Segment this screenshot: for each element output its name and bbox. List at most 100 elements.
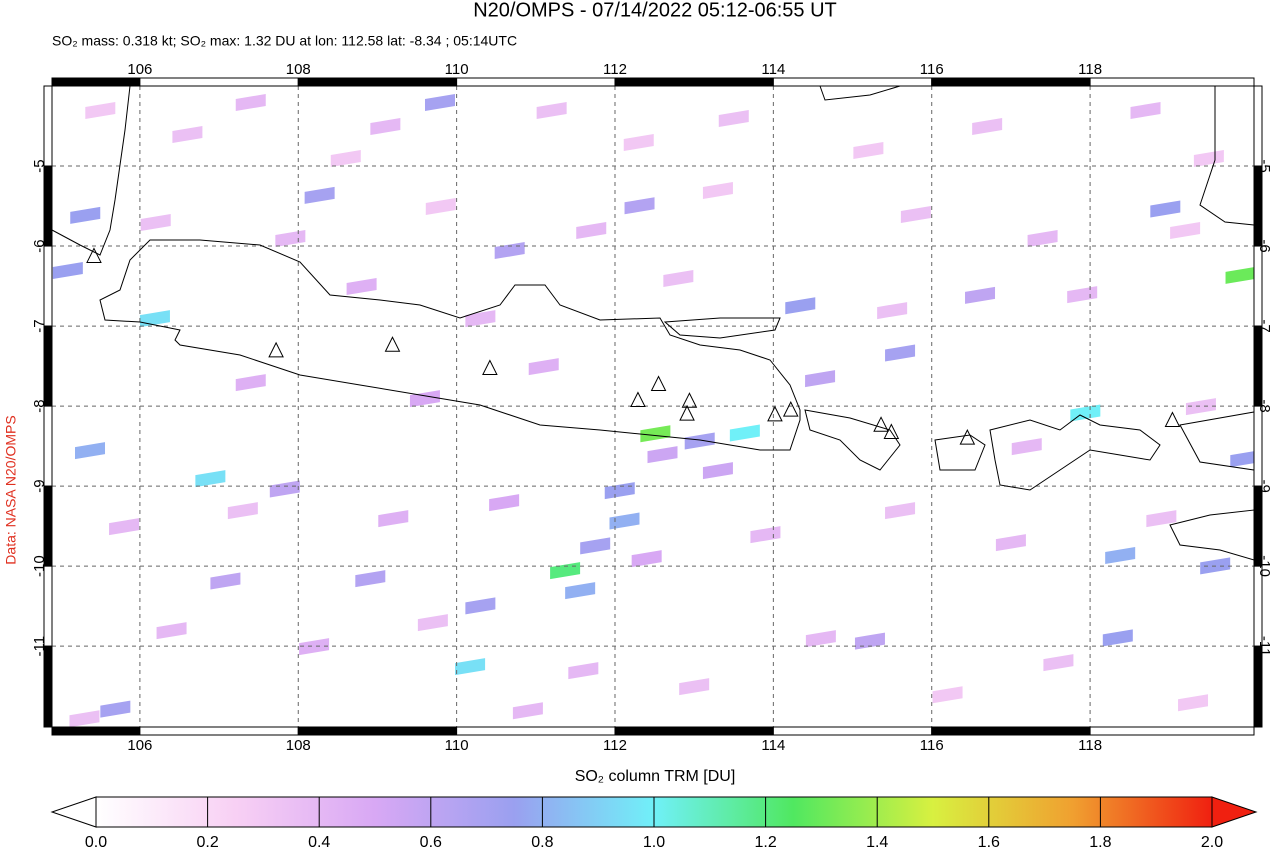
frame-bar <box>1253 325 1263 407</box>
so2-cell <box>275 230 306 248</box>
frame-bar <box>1253 85 1263 167</box>
volcano <box>482 359 498 375</box>
so2-cell <box>528 358 559 376</box>
so2-cell <box>640 425 671 443</box>
coast-java <box>99 239 801 451</box>
so2-cell <box>647 446 678 464</box>
so2-cell <box>465 597 496 615</box>
so2-cell <box>624 197 655 215</box>
so2-cell <box>568 662 599 680</box>
so2-cell <box>1130 102 1161 120</box>
so2-cell <box>885 502 916 520</box>
so2-cell <box>576 222 607 240</box>
so2-cell <box>932 686 963 704</box>
so2-cell <box>269 480 300 498</box>
so2-cell <box>1150 200 1181 218</box>
coast-sumatra <box>51 85 131 256</box>
x-tick-label: 108 <box>286 61 311 78</box>
frame-bar <box>931 77 1091 87</box>
colorbar-label: SO₂ column TRM [DU] <box>575 768 736 785</box>
so2-cell <box>299 638 330 656</box>
y-tick-label: -5 <box>31 159 48 172</box>
colorbar-tick-label: 1.6 <box>978 834 1000 851</box>
so2-cell <box>750 526 781 544</box>
colorbar-tick-label: 1.8 <box>1089 834 1111 851</box>
x-tick-label: 116 <box>920 61 944 78</box>
so2-cell <box>631 550 662 568</box>
y-tick-label: -8 <box>1256 399 1272 412</box>
frame-bar <box>43 165 53 247</box>
volcano <box>268 341 284 358</box>
frame-bar <box>297 77 458 87</box>
so2-cell <box>900 206 931 224</box>
coast-bali <box>804 409 901 471</box>
x-tick-label: 110 <box>445 737 469 754</box>
cell-layer <box>52 94 1261 728</box>
frame-bar <box>43 85 53 167</box>
y-tick-label: -5 <box>1256 159 1272 172</box>
so2-cell <box>1178 694 1209 712</box>
frame-bar <box>1089 726 1255 736</box>
so2-cell <box>965 286 996 304</box>
volcano <box>873 416 889 432</box>
y-tick-label: -9 <box>1256 479 1272 492</box>
so2-cell <box>370 118 401 136</box>
so2-cell <box>1146 510 1177 528</box>
so2-cell <box>425 198 456 216</box>
so2-cell <box>235 94 266 112</box>
so2-cell <box>355 570 386 588</box>
so2-cell <box>139 310 170 328</box>
colorbar-tick-label: 1.4 <box>866 834 888 851</box>
frame-bar <box>43 405 53 487</box>
volcano <box>883 423 900 440</box>
so2-cell <box>972 118 1003 136</box>
so2-cell <box>330 150 361 168</box>
colorbar: 0.0 0.2 0.4 0.6 0.8 1.0 1.2 1.4 1.6 1.8 2.0 <box>50 796 1258 851</box>
so2-cell <box>684 432 715 450</box>
coast-borneo <box>819 85 901 101</box>
frame-bar <box>1253 405 1263 487</box>
y-tick-label: -11 <box>1256 636 1272 657</box>
so2-cell <box>227 502 258 520</box>
so2-cell <box>417 614 448 632</box>
y-tick-label: -7 <box>1256 319 1272 332</box>
frame-bar <box>139 726 299 736</box>
colorbar-over <box>1211 796 1258 828</box>
so2-cell <box>565 582 596 600</box>
so2-cell <box>512 702 543 720</box>
volcano <box>959 428 976 445</box>
frame-bar <box>51 77 141 87</box>
so2-cell <box>1027 230 1058 248</box>
so2-cell <box>1105 546 1136 564</box>
frame-bar <box>614 726 774 736</box>
so2-cell <box>1185 398 1216 416</box>
so2-cell <box>69 710 100 728</box>
frame-bar <box>1253 165 1263 247</box>
x-tick-label: 106 <box>127 61 152 78</box>
frame-bar <box>1253 645 1263 728</box>
frame-bar <box>1253 485 1263 567</box>
so2-cell <box>100 700 131 718</box>
volcano <box>650 375 667 391</box>
so2-cell <box>1230 450 1261 468</box>
x-tick-label: 112 <box>603 61 627 78</box>
so2-cell <box>85 102 116 120</box>
so2-cell <box>580 537 611 555</box>
frame-bar <box>43 485 53 567</box>
so2-cell <box>785 297 816 315</box>
x-tick-label: 112 <box>603 737 627 754</box>
frame-bar <box>456 726 616 736</box>
colorbar-tick-label: 1.0 <box>643 834 665 851</box>
so2-cell <box>877 302 908 320</box>
x-tick-label: 114 <box>761 737 785 754</box>
colorbar-tick-label: 2.0 <box>1201 834 1223 851</box>
chart-title: N20/OMPS - 07/14/2022 05:12-06:55 UT <box>473 0 837 21</box>
so2-cell <box>140 214 171 232</box>
so2-cell <box>623 134 654 152</box>
so2-cell <box>304 186 335 204</box>
x-tick-label: 114 <box>761 61 785 78</box>
side-label: Data: NASA N20/OMPS <box>3 415 19 564</box>
volcano <box>679 404 695 421</box>
